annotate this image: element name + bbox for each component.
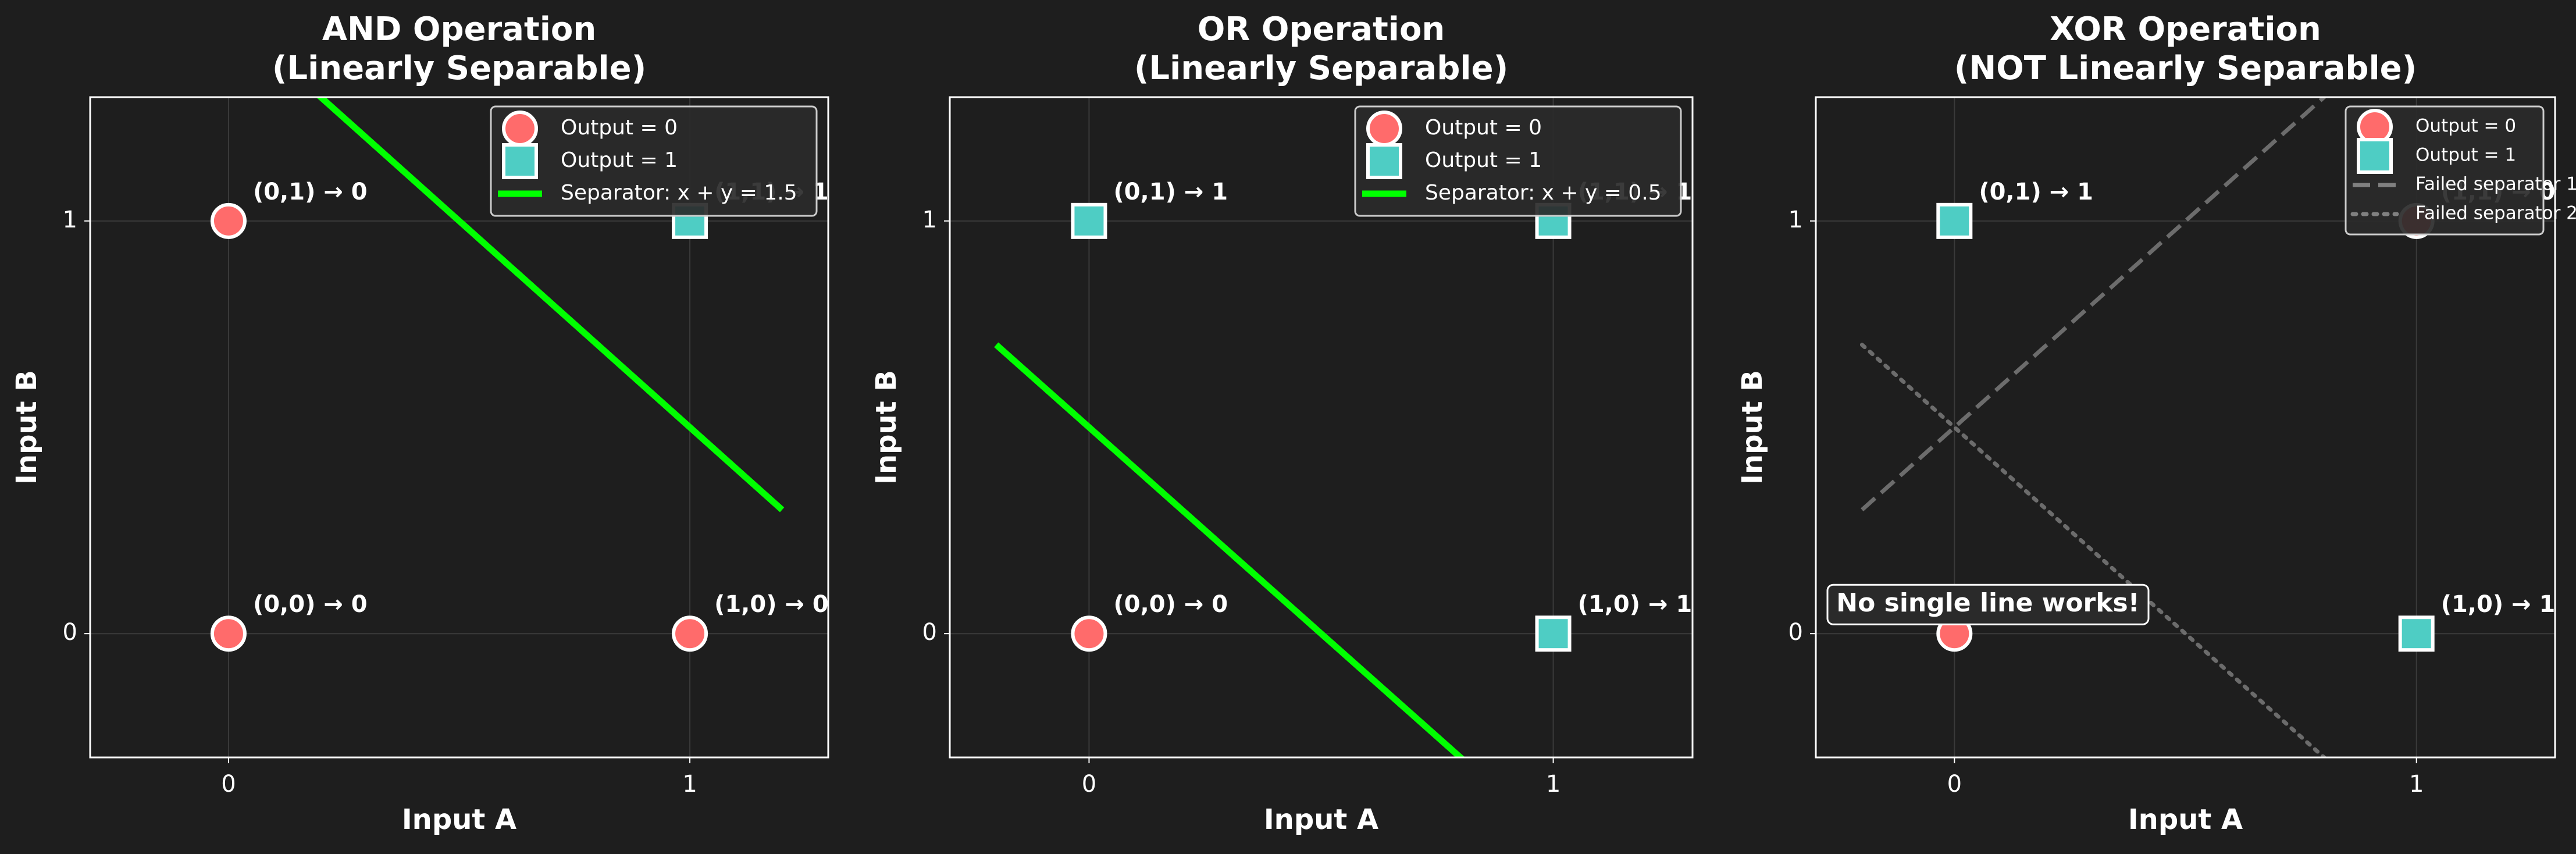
legend-marker (502, 111, 538, 147)
chart-title: OR Operation (1198, 10, 1445, 48)
subplot: XOR Operation(NOT Linearly Separable) Inp… (1736, 10, 2576, 836)
point (1936, 202, 1973, 239)
separator-line (1859, 343, 2328, 757)
legend-label: Failed separator 1 (2415, 174, 2576, 195)
separator-line (1861, 97, 2328, 511)
x-axis-label: Input A (2128, 803, 2243, 836)
y-axis-label: Input B (1736, 370, 1769, 485)
point (210, 202, 247, 239)
point-label: (1,0) → 1 (1578, 591, 1693, 618)
point (672, 615, 708, 652)
point-label: (0,0) → 0 (1113, 591, 1228, 618)
legend-label: Output = 0 (561, 116, 678, 140)
point-label: (1,0) → 0 (714, 591, 829, 618)
note-text: No single line works! (1836, 588, 2139, 618)
legend-box (1354, 105, 1682, 217)
point (210, 615, 247, 652)
legend-label: Output = 1 (561, 148, 678, 172)
legend-label: Separator: x + y = 1.5 (561, 181, 797, 205)
legend-marker (1366, 143, 1402, 179)
y-tick-label: 0 (63, 619, 77, 646)
point-label: (0,1) → 1 (1113, 179, 1228, 205)
y-tick-label: 1 (1788, 207, 1803, 233)
legend-label: Separator: x + y = 0.5 (1425, 181, 1662, 205)
point (1071, 202, 1107, 239)
legend-box (2345, 105, 2545, 236)
x-tick-label: 1 (682, 771, 697, 798)
y-axis-label: Input B (10, 370, 43, 485)
y-tick-label: 0 (1788, 619, 1803, 646)
point-label: (0,1) → 1 (1979, 179, 2093, 205)
legend-marker (1366, 111, 1402, 147)
legend: Output = 0 Output = 1 Separator: x + y = 0… (1354, 105, 1682, 217)
legend-label: Failed separator 2 (2415, 203, 2576, 224)
x-tick-label: 0 (1082, 771, 1096, 798)
plot-frame (89, 96, 829, 759)
x-axis-label: Input A (402, 803, 516, 836)
legend-label: Output = 0 (2415, 116, 2516, 137)
chart-title: (Linearly Separable) (1134, 49, 1508, 87)
y-tick-label: 0 (922, 619, 937, 646)
note: No single line works! (1826, 583, 2150, 625)
legend: Output = 0 Output = 1 Separator: x + y = 1… (490, 105, 818, 217)
plot-frame (1815, 96, 2556, 759)
subplot: OR Operation(Linearly Separable) Input A I… (870, 10, 1694, 836)
legend-label: Output = 1 (1425, 148, 1542, 172)
x-tick-label: 1 (2409, 771, 2424, 798)
chart-title: XOR Operation (2050, 10, 2321, 48)
chart-title: AND Operation (322, 10, 597, 48)
point (2398, 615, 2435, 652)
separator-line (994, 342, 1466, 757)
separator-line (316, 97, 785, 513)
x-tick-label: 0 (1947, 771, 1962, 798)
y-axis-label: Input B (870, 370, 903, 485)
legend-marker (2357, 138, 2393, 174)
point-label: (0,0) → 0 (253, 591, 368, 618)
legend-box (490, 105, 818, 217)
y-tick-label: 1 (922, 207, 937, 233)
chart-title: (Linearly Separable) (272, 49, 646, 87)
x-tick-label: 0 (221, 771, 236, 798)
subplot: AND Operation(Linearly Separable) Input A… (10, 10, 829, 836)
plot-content (210, 97, 785, 652)
legend: Output = 0 Output = 1 Failed separator 1 Fa… (2345, 105, 2576, 236)
point-label: (0,1) → 0 (253, 179, 368, 205)
point (1535, 615, 1572, 652)
note-box (1826, 583, 2150, 625)
point-label: (1,0) → 1 (2441, 591, 2556, 618)
plot-frame (949, 96, 1694, 759)
point (1071, 615, 1107, 652)
y-tick-label: 1 (63, 207, 77, 233)
x-tick-label: 1 (1546, 771, 1560, 798)
x-axis-label: Input A (1264, 803, 1378, 836)
legend-marker (502, 143, 538, 179)
chart-title: (NOT Linearly Separable) (1954, 49, 2417, 87)
legend-label: Output = 0 (1425, 116, 1542, 140)
legend-label: Output = 1 (2415, 145, 2516, 166)
